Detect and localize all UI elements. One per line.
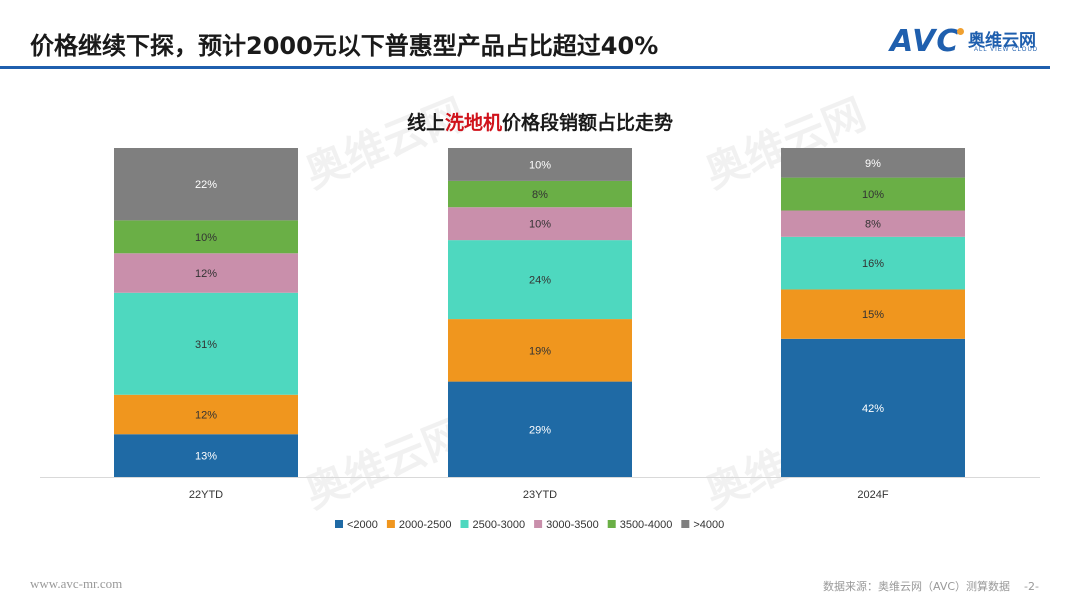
data-label: 10% <box>195 232 217 244</box>
legend-swatch <box>386 520 395 528</box>
data-label: 19% <box>529 345 551 357</box>
logo-en-text: ALL VIEW CLOUD <box>974 47 1039 53</box>
legend-label: 2000-2500 <box>399 519 452 531</box>
x-tick-label: 23YTD <box>523 489 557 501</box>
data-label: 22% <box>195 179 217 191</box>
bar-segment <box>448 207 632 241</box>
bar-segment <box>781 177 965 211</box>
data-label: 8% <box>865 219 881 231</box>
avc-logo: AVC 奥维云网 ALL VIEW CLOUD <box>890 24 1037 59</box>
logo-cn-text: 奥维云网 <box>968 31 1036 51</box>
legend-label: 3500-4000 <box>620 519 673 531</box>
bar-segment <box>448 240 632 320</box>
legend-swatch <box>681 520 690 528</box>
logo-dot-icon <box>957 28 964 35</box>
data-label: 12% <box>195 268 217 280</box>
bar-segment <box>781 289 965 339</box>
legend-label: <2000 <box>347 519 378 531</box>
page-number: -2- <box>1024 580 1039 593</box>
bar-segment <box>448 319 632 382</box>
bar-segment <box>448 148 632 181</box>
legend-swatch <box>335 520 343 528</box>
chart-title-part: 价格段销额占比走势 <box>502 112 674 134</box>
data-label: 8% <box>532 189 548 201</box>
legend-swatch <box>607 520 616 528</box>
bar-segment <box>781 148 965 178</box>
x-tick-label: 2024F <box>857 489 888 501</box>
bar-segment <box>114 253 298 293</box>
bar-segment <box>781 338 965 477</box>
footer-website: www.avc-mr.com <box>30 576 123 591</box>
page-title: 价格继续下探，预计2000元以下普惠型产品占比超过40% <box>30 32 659 60</box>
footer-source: 数据来源：奥维云网（AVC）测算数据 -2- <box>823 578 1039 594</box>
bar-segment <box>114 148 298 221</box>
bar-segment <box>114 434 298 477</box>
bar-segment <box>114 394 298 435</box>
chart-title-highlight: 洗地机 <box>444 112 502 134</box>
legend-swatch <box>534 520 543 528</box>
data-label: 10% <box>862 189 884 201</box>
data-label: 24% <box>529 275 551 287</box>
bar-segment <box>781 236 965 290</box>
bar-segment <box>448 381 632 477</box>
bar-segment <box>114 220 298 254</box>
bar-segment <box>114 292 298 395</box>
data-label: 9% <box>865 158 881 170</box>
chart-title-part: 线上 <box>406 112 445 134</box>
chart-title: 线上洗地机价格段销额占比走势 <box>0 108 1080 135</box>
logo-avc-text: AVC <box>890 24 960 59</box>
source-text: 数据来源：奥维云网（AVC）测算数据 <box>823 580 1011 593</box>
bar-segment <box>448 180 632 208</box>
legend-label: >4000 <box>693 519 724 531</box>
data-label: 42% <box>862 403 884 415</box>
data-label: 15% <box>862 309 884 321</box>
data-label: 10% <box>529 219 551 231</box>
data-label: 29% <box>529 424 551 436</box>
title-divider <box>0 66 1050 69</box>
data-label: 12% <box>195 409 217 421</box>
x-tick-label: 22YTD <box>189 489 223 501</box>
legend-label: 2500-3000 <box>472 519 525 531</box>
data-label: 13% <box>195 451 217 463</box>
data-label: 10% <box>529 159 551 171</box>
data-label: 16% <box>862 258 884 270</box>
bar-segment <box>781 210 965 237</box>
data-label: 31% <box>195 339 217 351</box>
legend-label: 3000-3500 <box>546 519 599 531</box>
legend-swatch <box>460 520 469 528</box>
